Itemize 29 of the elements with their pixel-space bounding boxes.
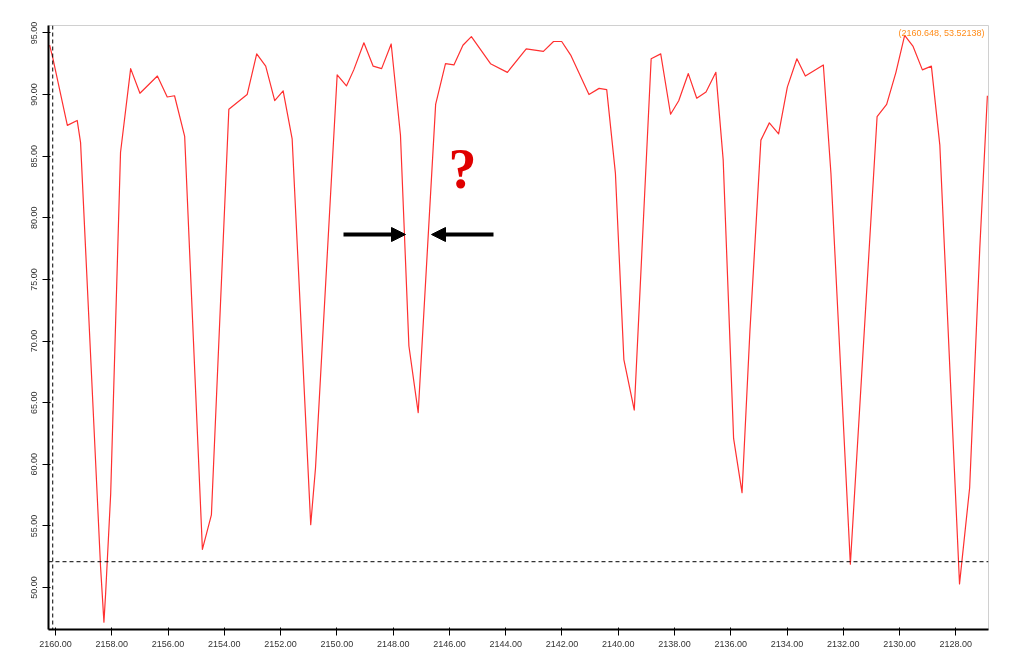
y-tick-label: 85.00 [29,144,40,168]
y-tick-label: 80.00 [29,206,40,230]
x-tick-label: 2138.00 [658,638,691,649]
annotation: ? [448,137,477,200]
x-tick-label: 2152.00 [264,638,297,649]
x-tick-label: 2144.00 [489,638,522,649]
x-tick-label: 2154.00 [208,638,241,649]
y-tick-label: 90.00 [29,83,40,106]
x-tick-label: 2134.00 [770,638,804,649]
x-tick-label: 2160.00 [39,638,72,649]
y-tick-label: 75.00 [29,268,40,291]
x-tick-label: 2136.00 [714,638,748,649]
x-tick-label: 2140.00 [601,638,635,649]
x-tick-label: 2146.00 [433,638,466,649]
x-tick-label: 2150.00 [320,638,354,649]
x-tick-label: 2128.00 [939,638,973,649]
x-tick-label: 2132.00 [827,638,860,649]
x-tick-label: 2142.00 [545,638,579,649]
y-tick-label: 55.00 [29,514,40,538]
y-tick-label: 70.00 [29,329,40,353]
y-tick-label: 95.00 [29,21,40,45]
y-tick-label: 60.00 [29,453,40,476]
annotation: (2160.648, 53.52138) [898,27,985,38]
x-tick-label: 2148.00 [376,638,410,649]
x-tick-label: 2130.00 [883,638,916,649]
x-tick-label: 2156.00 [151,638,185,649]
y-tick-label: 50.00 [29,576,40,599]
x-tick-label: 2158.00 [95,638,129,649]
y-tick-label: 65.00 [29,391,40,414]
